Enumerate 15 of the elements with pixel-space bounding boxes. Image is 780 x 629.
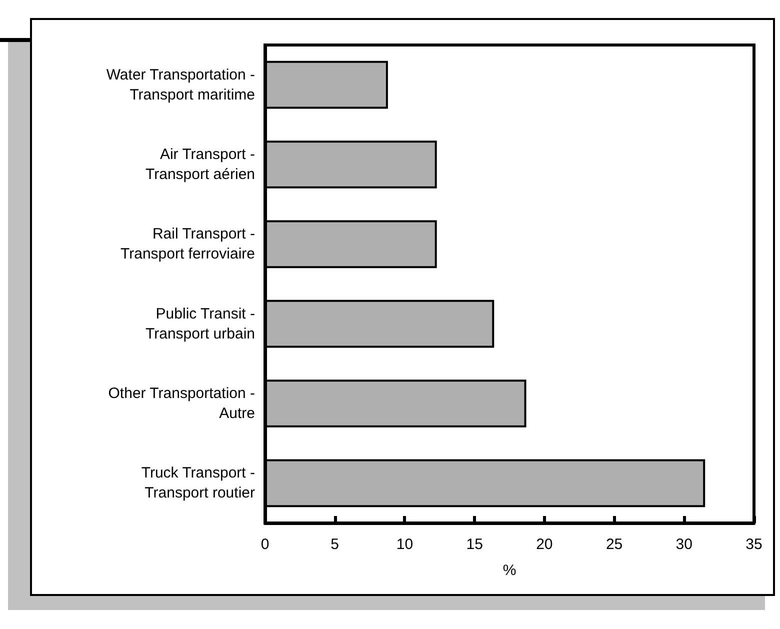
x-axis-title: % xyxy=(502,562,516,579)
y-tick-label: Rail Transport - Transport ferroviaire xyxy=(120,226,255,263)
y-tick-label: Other Transportation - Autre xyxy=(108,385,256,422)
x-tick-label: 5 xyxy=(330,536,340,553)
x-tick-label: 15 xyxy=(466,536,483,553)
y-tick-label: Public Transit - Transport urbain xyxy=(146,305,255,342)
x-tick-label: 35 xyxy=(746,536,762,553)
x-tick-label: 0 xyxy=(260,536,270,553)
x-tick-label: 10 xyxy=(396,536,414,553)
x-tick-label: 30 xyxy=(676,536,692,553)
y-tick-label: Truck Transport - Transport routier xyxy=(141,464,255,502)
y-tick-label: Air Transport - Transport aérien xyxy=(146,146,255,183)
y-tick-label: Water Transportation - Transport maritime xyxy=(106,66,255,104)
x-tick-label: 20 xyxy=(536,536,553,553)
x-tick-label: 25 xyxy=(606,536,623,553)
